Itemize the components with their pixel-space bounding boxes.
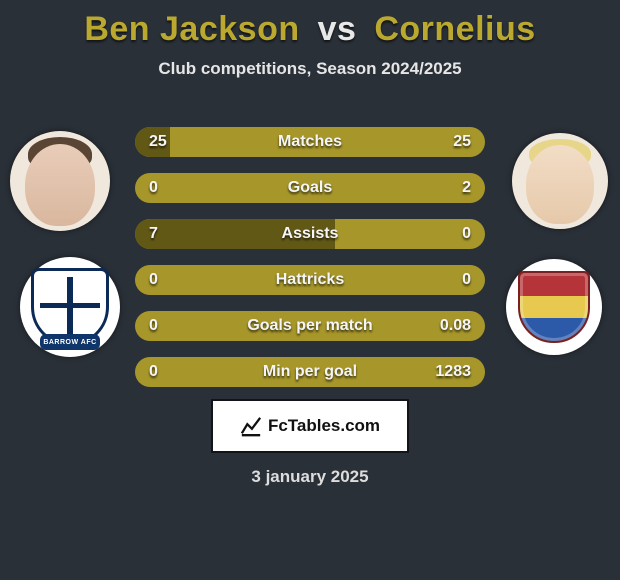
brand-text: FcTables.com	[268, 416, 380, 436]
stat-label: Goals per match	[135, 311, 485, 341]
brand-badge: FcTables.com	[211, 399, 409, 453]
stat-label: Assists	[135, 219, 485, 249]
stat-value-right: 0	[462, 265, 471, 295]
stat-row: 7Assists0	[135, 219, 485, 249]
chart-icon	[240, 415, 262, 437]
stat-label: Hattricks	[135, 265, 485, 295]
vs-label: vs	[318, 10, 357, 48]
player2-avatar	[512, 133, 608, 229]
subtitle: Club competitions, Season 2024/2025	[0, 59, 620, 79]
stat-label: Min per goal	[135, 357, 485, 387]
comparison-title: Ben Jackson vs Cornelius	[0, 0, 620, 49]
player2-name: Cornelius	[374, 10, 535, 48]
crest-left-banner: BARROW AFC	[40, 334, 100, 350]
player1-avatar	[10, 131, 110, 231]
stat-row: 0Min per goal1283	[135, 357, 485, 387]
stat-row: 0Goals2	[135, 173, 485, 203]
crest-left-shield: BARROW AFC	[31, 268, 109, 346]
player2-club-crest	[506, 259, 602, 355]
stat-row: 0Goals per match0.08	[135, 311, 485, 341]
stat-row: 25Matches25	[135, 127, 485, 157]
player2-face	[526, 145, 593, 224]
stat-value-right: 2	[462, 173, 471, 203]
stat-value-right: 1283	[435, 357, 471, 387]
stat-row: 0Hattricks0	[135, 265, 485, 295]
stat-label: Matches	[135, 127, 485, 157]
date-label: 3 january 2025	[0, 467, 620, 487]
player1-club-crest: BARROW AFC	[20, 257, 120, 357]
player1-face	[25, 144, 95, 226]
crest-right-shield	[518, 271, 589, 342]
stat-value-right: 25	[453, 127, 471, 157]
stat-bars: 25Matches250Goals27Assists00Hattricks00G…	[135, 127, 485, 403]
stat-value-right: 0	[462, 219, 471, 249]
player1-name: Ben Jackson	[84, 10, 299, 48]
stat-value-right: 0.08	[440, 311, 471, 341]
stat-label: Goals	[135, 173, 485, 203]
